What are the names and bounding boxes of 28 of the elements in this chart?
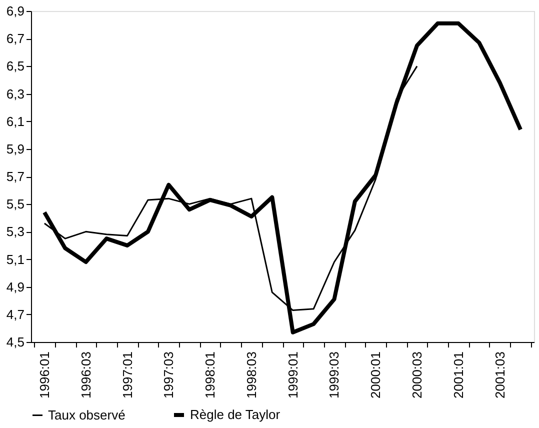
x-tick-label: 2000:03: [410, 352, 425, 398]
x-tick-label: 2001:03: [492, 352, 508, 398]
line-series: [42, 21, 523, 334]
x-tick-label: 1999:03: [326, 352, 342, 398]
y-tick-label: 6,5: [6, 58, 24, 74]
y-tick-label: 5,5: [6, 196, 24, 212]
y-tick-label: 5,3: [6, 224, 24, 240]
x-tick-label: 2000:01: [368, 352, 384, 398]
x-tick-label: 1996:01: [36, 352, 52, 398]
y-tick-label: 5,1: [6, 252, 24, 267]
x-tick-label: 1997:03: [161, 352, 176, 398]
y-tick-label: 6,3: [6, 86, 24, 102]
x-tick-label: 1998:03: [244, 352, 259, 398]
x-tick-label: 1997:01: [120, 352, 135, 398]
legend-label: Taux observé: [48, 407, 126, 422]
legend-label: Règle de Taylor: [190, 407, 281, 422]
x-tick-label: 1996:03: [78, 352, 94, 398]
y-tick-label: 4,9: [6, 279, 24, 294]
y-tick-label: 6,9: [6, 4, 24, 18]
y-tick-label: 4,7: [6, 306, 24, 322]
x-tick-label: 1999:01: [285, 352, 300, 398]
y-tick-label: 4,5: [6, 334, 24, 350]
y-tick-label: 5,7: [6, 169, 24, 184]
y-tick-label: 6,7: [6, 31, 24, 46]
y-tick-label: 6,1: [6, 114, 24, 129]
x-tick-label: 1998:01: [202, 352, 218, 398]
y-tick-label: 5,9: [6, 141, 24, 156]
x-tick-label: 2001:01: [450, 352, 466, 398]
